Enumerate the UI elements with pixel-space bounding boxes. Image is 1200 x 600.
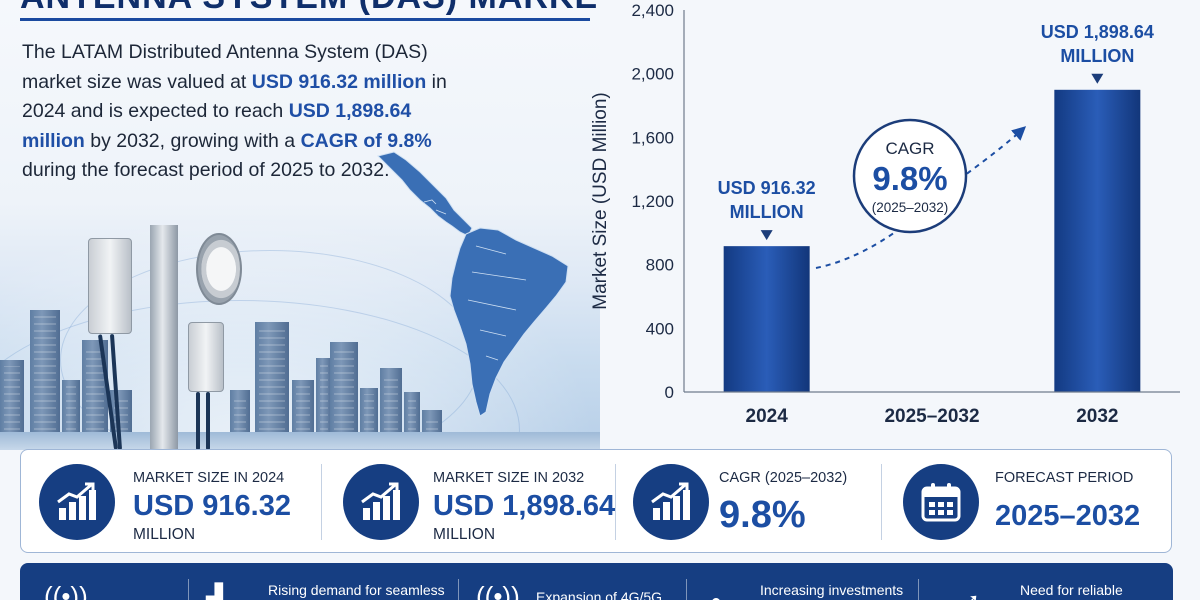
investment-icon: ● xyxy=(710,589,722,600)
highlight-cagr: CAGR of 9.8% xyxy=(300,129,432,152)
wireless-signal-icon: ((•)) xyxy=(44,581,88,600)
stat-cagr: CAGR (2025–2032) 9.8% xyxy=(615,450,881,554)
left-illustration-panel: ANTENNA SYSTEM (DAS) MARKET The LATAM Di… xyxy=(0,0,600,450)
signal-waves-icon: ((•)) xyxy=(476,581,520,600)
driver-text: Expansion of 4G/5G xyxy=(536,589,663,600)
divider xyxy=(686,579,687,600)
bar-value-label: USD 916.32 xyxy=(718,178,816,198)
y-tick-label: 0 xyxy=(665,383,674,402)
divider xyxy=(321,464,322,540)
growth-chart-icon xyxy=(343,464,419,540)
microwave-dish xyxy=(196,233,242,305)
stat-value: USD 1,898.64 xyxy=(433,490,616,522)
building-icon: ▟ xyxy=(206,583,223,600)
stat-label: MARKET SIZE IN 2032 xyxy=(433,470,585,486)
market-drivers-bar: ((•)) ▟ Rising demand for seamless ((•))… xyxy=(20,563,1173,600)
intro-paragraph: The LATAM Distributed Antenna System (DA… xyxy=(22,41,447,181)
antenna-tower xyxy=(150,225,178,450)
key-stats-panel: MARKET SIZE IN 2024 USD 916.32 MILLION M… xyxy=(20,449,1172,553)
highlight-2032-value: USD 1,898.64 million xyxy=(22,100,412,152)
market-size-bar-chart: Market Size (USD Million) 0 400 800 1,200 1,… xyxy=(590,1,1180,427)
latam-map xyxy=(377,151,569,417)
antenna-panel xyxy=(88,238,132,334)
divider xyxy=(918,579,919,600)
stat-value: USD 916.32 xyxy=(133,490,291,522)
title-underline xyxy=(20,18,590,21)
bars xyxy=(723,89,1141,392)
bar-value-labels: USD 916.32 MILLION USD 1,898.64 MILLION xyxy=(718,22,1154,241)
cagr-badge: CAGR 9.8% (2025–2032) xyxy=(852,118,968,234)
highlight-2024-value: USD 916.32 million xyxy=(251,70,427,93)
pointer-triangle xyxy=(760,230,773,241)
bar xyxy=(723,246,810,392)
growth-chart-icon xyxy=(39,464,115,540)
bar-value-unit: MILLION xyxy=(1060,46,1134,66)
cagr-circle xyxy=(852,118,968,234)
waterfront xyxy=(0,432,600,450)
arrow-icon: ➚ xyxy=(964,590,980,600)
stat-forecast-period: FORECAST PERIOD 2025–2032 xyxy=(881,450,1173,554)
y-tick-label: 800 xyxy=(646,256,674,275)
driver-text: Increasing investments xyxy=(760,582,904,598)
y-tick-label: 1,600 xyxy=(631,128,674,147)
y-axis-ticks: 0 400 800 1,200 1,600 2,000 2,400 xyxy=(631,1,674,402)
x-tick-label: 2025–2032 xyxy=(884,406,979,427)
divider xyxy=(188,579,189,600)
growth-chart-icon xyxy=(633,464,709,540)
cagr-label: CAGR xyxy=(885,139,934,158)
y-tick-label: 2,400 xyxy=(631,1,674,20)
stat-unit: MILLION xyxy=(433,526,496,543)
stat-market-size-2024: MARKET SIZE IN 2024 USD 916.32 MILLION xyxy=(21,450,321,554)
x-tick-label: 2024 xyxy=(746,406,789,427)
cagr-period: (2025–2032) xyxy=(872,200,949,215)
cagr-value: 9.8% xyxy=(872,160,947,197)
y-tick-label: 1,200 xyxy=(631,192,674,211)
y-tick-label: 400 xyxy=(646,319,674,338)
antenna-panel xyxy=(188,322,224,392)
bar-value-unit: MILLION xyxy=(730,202,804,222)
divider xyxy=(458,579,459,600)
stat-market-size-2032: MARKET SIZE IN 2032 USD 1,898.64 MILLION xyxy=(321,450,615,554)
pointer-triangle xyxy=(1091,73,1104,84)
page-title: ANTENNA SYSTEM (DAS) MARKET xyxy=(20,0,600,17)
bar xyxy=(1054,89,1141,392)
x-axis-labels: 2024 2025–2032 2032 xyxy=(746,406,1119,427)
divider xyxy=(881,464,882,540)
stat-label: MARKET SIZE IN 2024 xyxy=(133,470,285,486)
divider xyxy=(615,464,616,540)
bar-value-label: USD 1,898.64 xyxy=(1041,22,1154,42)
x-tick-label: 2032 xyxy=(1076,406,1118,427)
stat-value: 2025–2032 xyxy=(995,500,1141,532)
stat-value: 9.8% xyxy=(719,494,806,536)
driver-text: Rising demand for seamless xyxy=(268,582,445,598)
stat-unit: MILLION xyxy=(133,526,196,543)
y-tick-label: 2,000 xyxy=(631,65,674,84)
y-axis-label: Market Size (USD Million) xyxy=(590,92,611,309)
calendar-icon xyxy=(903,464,979,540)
driver-text: Need for reliable xyxy=(1020,582,1123,598)
stat-label: FORECAST PERIOD xyxy=(995,470,1134,486)
stat-label: CAGR (2025–2032) xyxy=(719,470,848,486)
